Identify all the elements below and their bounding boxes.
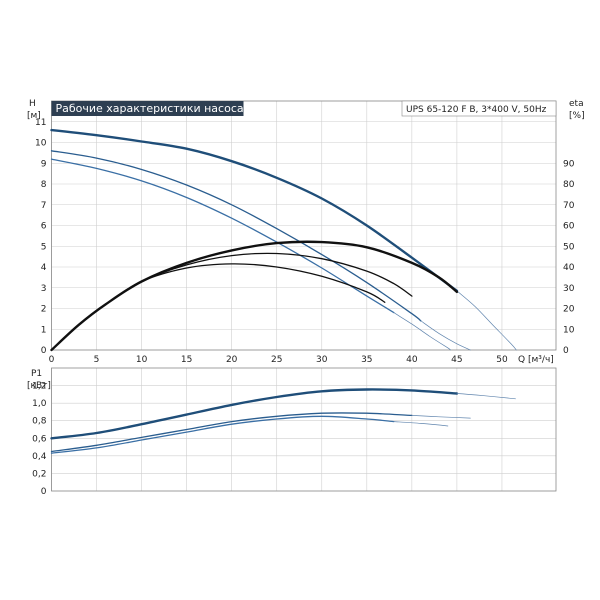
head-curve-5 bbox=[393, 312, 451, 351]
power-curve-0 bbox=[50, 388, 459, 440]
head-efficiency-panel: Рабочие характеристики насоса UPS 65-120… bbox=[27, 99, 585, 365]
power-curve-4 bbox=[50, 415, 395, 454]
chart-title: Рабочие характеристики насоса bbox=[56, 102, 244, 115]
head-curve-0 bbox=[50, 128, 459, 293]
efficiency-curve-8 bbox=[50, 263, 386, 351]
power-curve-5 bbox=[393, 421, 449, 427]
power-tick-label: 0,4 bbox=[32, 452, 47, 462]
x-axis-label: Q bbox=[518, 355, 525, 365]
bottom-series bbox=[50, 388, 516, 454]
y-right-tick-label: 80 bbox=[563, 180, 575, 190]
y-left-tick-label: 6 bbox=[41, 222, 47, 232]
y-left-tick-label: 4 bbox=[41, 263, 47, 273]
x-tick-label: 0 bbox=[49, 355, 55, 365]
power-tick-label: 0 bbox=[41, 487, 47, 497]
y-right-tick-label: 10 bbox=[563, 325, 575, 335]
y-right-tick-label: 90 bbox=[563, 159, 575, 169]
y-axis-label-right: eta bbox=[569, 99, 584, 109]
y-right-tick-label: 20 bbox=[563, 305, 575, 315]
top-tick-labels: 0 5 10 15 20 25 30 35 40 45 5001234567891011010203… bbox=[35, 118, 575, 365]
power-tick-label: 0,2 bbox=[32, 469, 46, 479]
y-right-tick-label: 60 bbox=[563, 222, 575, 232]
y-left-tick-label: 5 bbox=[41, 242, 47, 252]
y-right-tick-label: 50 bbox=[563, 242, 575, 252]
pump-model-label: UPS 65-120 F B, 3*400 V, 50Hz bbox=[406, 105, 547, 115]
bottom-tick-labels: 0 0,2 0,4 0,6 0,8 1,0 1,2 bbox=[32, 382, 47, 497]
x-axis-unit: [м³/ч] bbox=[528, 355, 554, 365]
x-tick-label: 15 bbox=[181, 355, 192, 365]
x-tick-label: 50 bbox=[496, 355, 508, 365]
x-tick-label: 10 bbox=[136, 355, 148, 365]
power-curve-2 bbox=[50, 412, 413, 453]
x-tick-label: 45 bbox=[451, 355, 462, 365]
y-left-tick-label: 9 bbox=[41, 159, 47, 169]
x-tick-label: 40 bbox=[406, 355, 418, 365]
y-left-tick-label: 1 bbox=[41, 325, 47, 335]
y-left-tick-label: 7 bbox=[41, 201, 47, 211]
head-curve-2 bbox=[50, 150, 422, 322]
y-right-tick-label: 0 bbox=[563, 346, 569, 356]
x-tick-label: 25 bbox=[271, 355, 282, 365]
power-tick-label: 1,0 bbox=[32, 399, 47, 409]
y-right-tick-label: 70 bbox=[563, 201, 575, 211]
y-axis-label-left: H bbox=[29, 99, 36, 109]
y-left-tick-label: 10 bbox=[35, 139, 47, 149]
model-box bbox=[401, 100, 557, 117]
x-tick-label: 5 bbox=[94, 355, 100, 365]
bottom-plot-frame bbox=[51, 367, 557, 492]
power-axis-label: P1 bbox=[31, 369, 42, 379]
top-plot-frame bbox=[51, 100, 557, 351]
title-box bbox=[51, 101, 244, 116]
x-tick-label: 35 bbox=[361, 355, 372, 365]
y-left-tick-label: 8 bbox=[41, 180, 47, 190]
power-tick-label: 0,8 bbox=[32, 417, 47, 427]
head-curve-1 bbox=[456, 290, 517, 351]
x-tick-label: 20 bbox=[226, 355, 238, 365]
power-panel: P1 [кВт] 0 0,2 0,4 0,6 0,8 1,0 1,2 bbox=[27, 367, 557, 497]
head-curve-4 bbox=[50, 158, 395, 314]
power-tick-label: 1,2 bbox=[32, 382, 46, 392]
power-curve-1 bbox=[456, 393, 516, 400]
power-axis-unit: [кВт] bbox=[27, 381, 51, 391]
bottom-grid bbox=[51, 368, 556, 492]
y-axis-unit-right: [%] bbox=[569, 111, 585, 121]
power-curve-3 bbox=[411, 415, 471, 419]
y-left-tick-label: 3 bbox=[41, 284, 47, 294]
efficiency-curve-6 bbox=[50, 240, 459, 352]
y-left-tick-label: 0 bbox=[41, 346, 47, 356]
y-axis-unit-left: [м] bbox=[27, 111, 41, 121]
x-tick-label: 30 bbox=[316, 355, 328, 365]
power-tick-label: 0,6 bbox=[32, 434, 47, 444]
y-left-tick-label: 11 bbox=[35, 118, 46, 128]
top-series bbox=[50, 128, 517, 352]
head-curve-3 bbox=[420, 320, 471, 351]
y-left-tick-label: 2 bbox=[41, 305, 47, 315]
y-right-tick-label: 40 bbox=[563, 263, 575, 273]
y-right-tick-label: 30 bbox=[563, 284, 575, 294]
